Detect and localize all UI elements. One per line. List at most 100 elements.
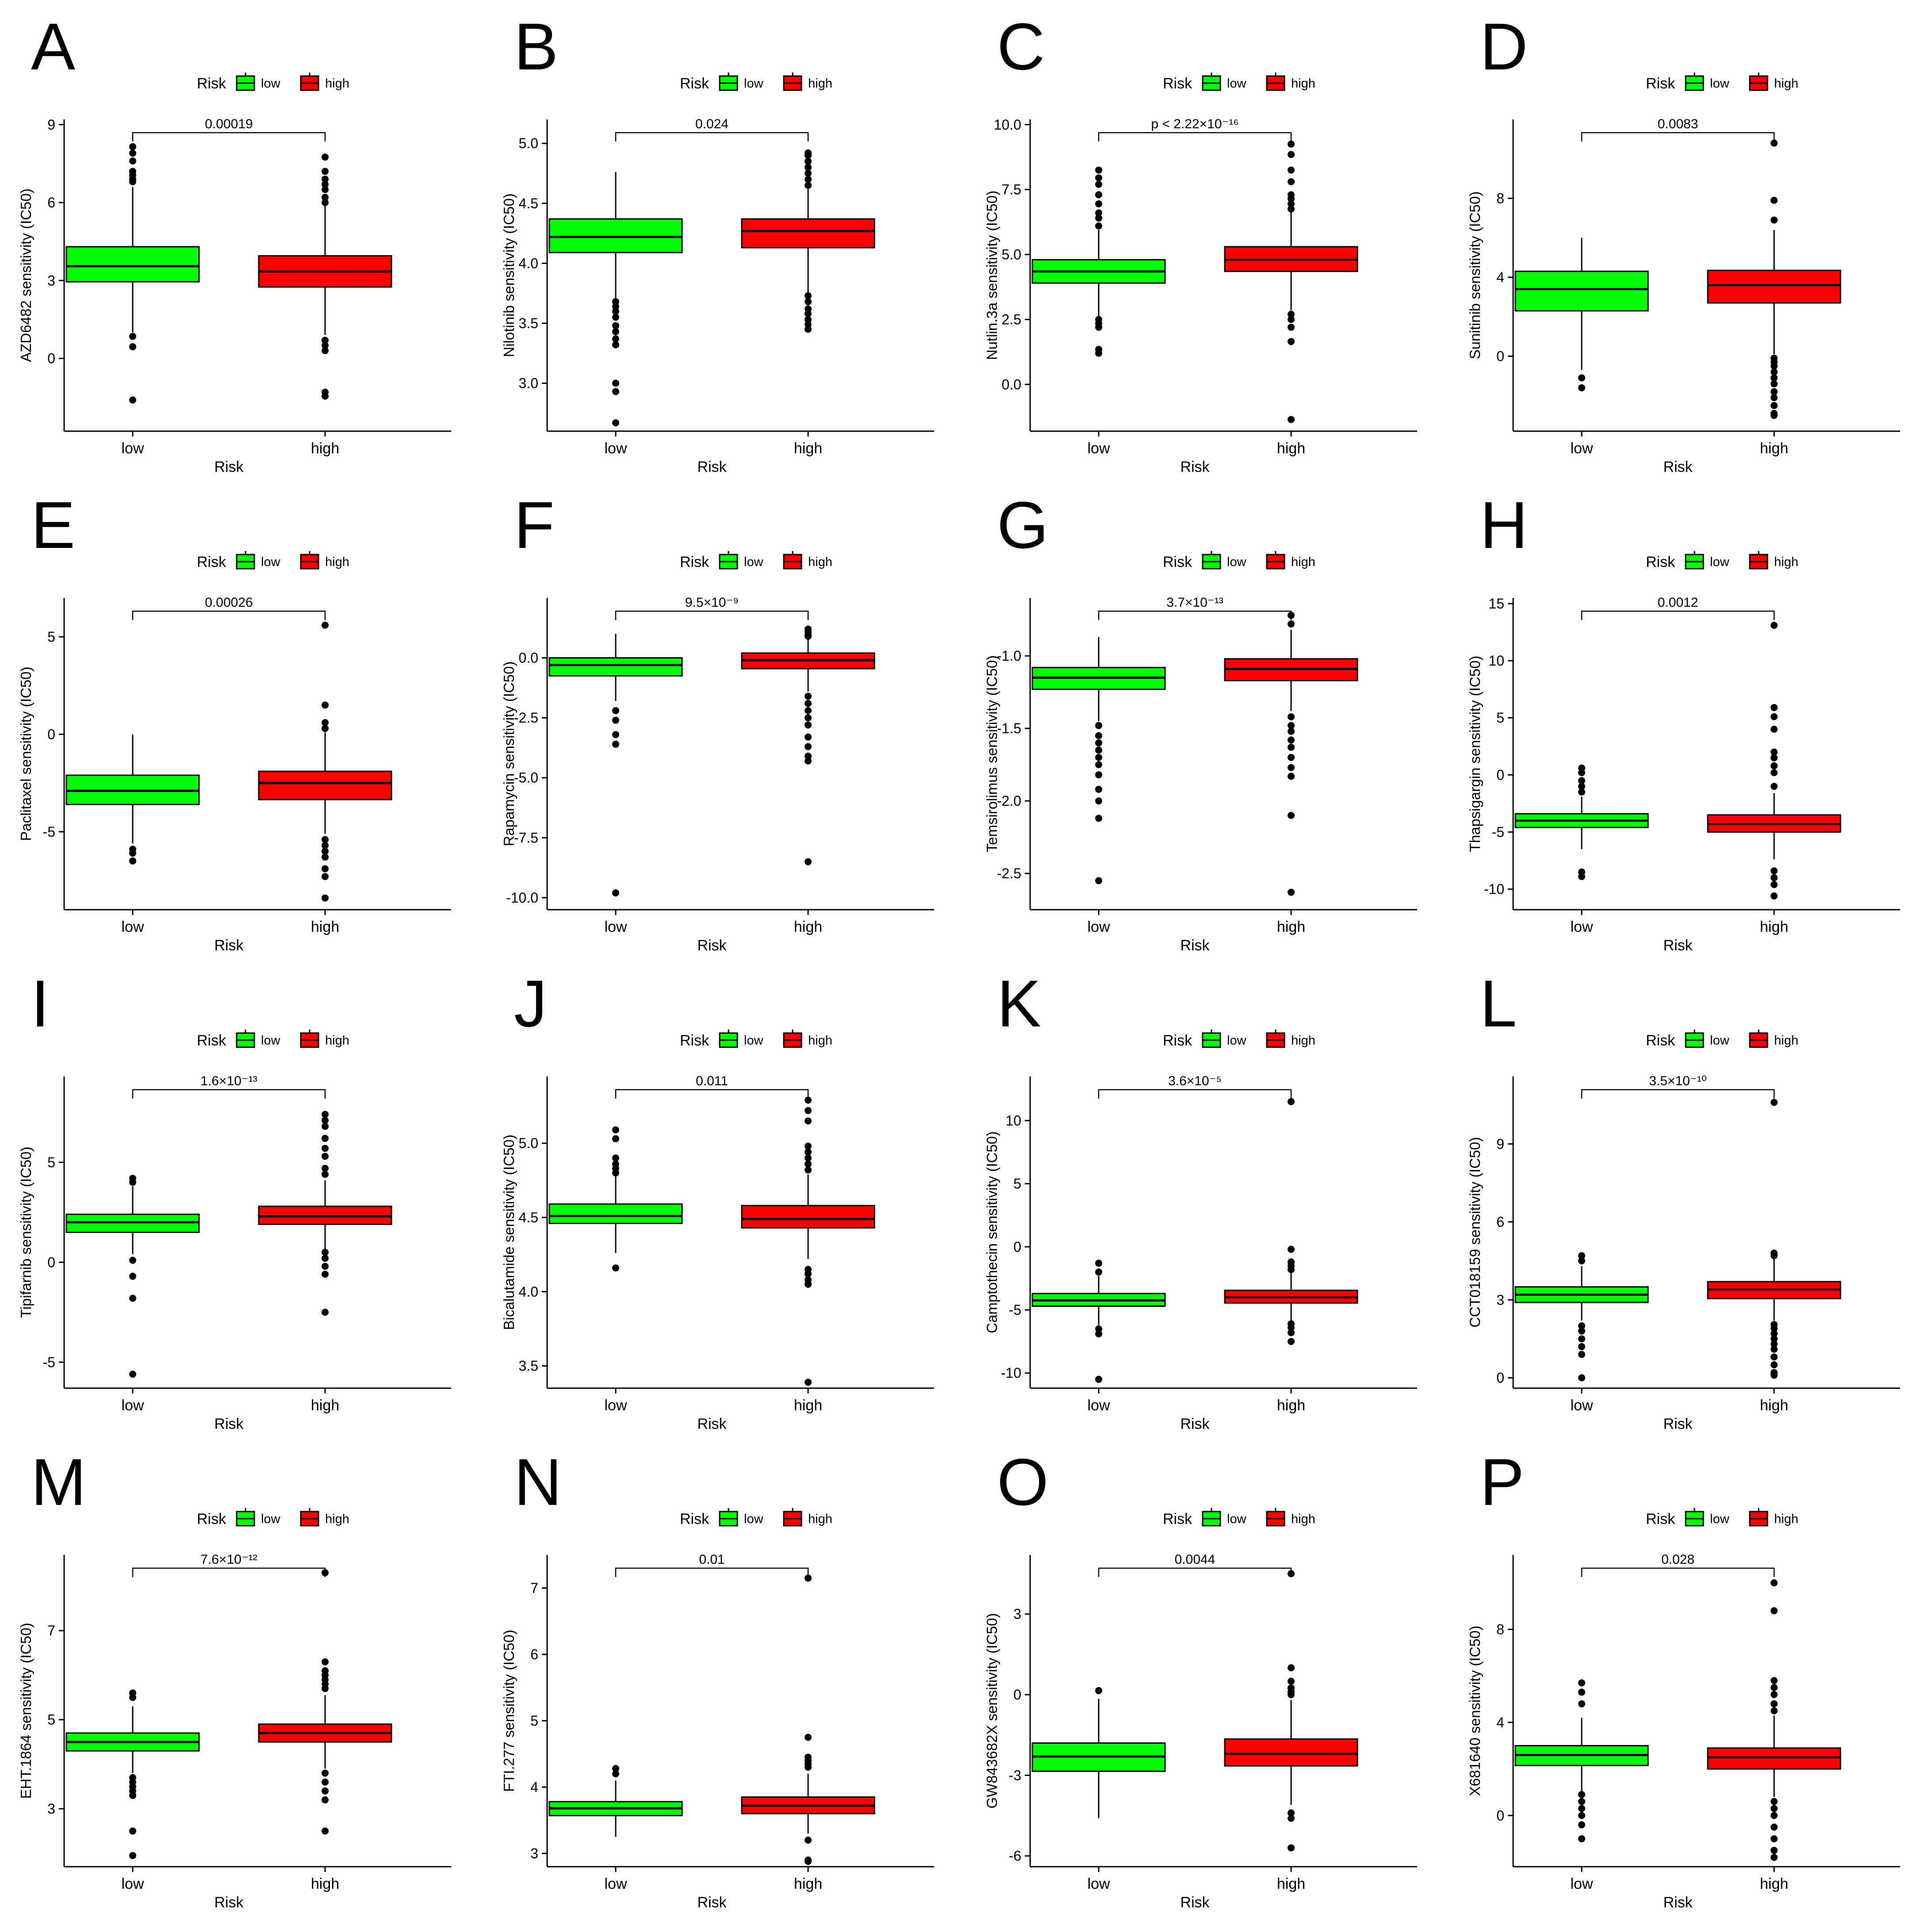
outlier-point bbox=[1288, 764, 1295, 771]
panel-letter: J bbox=[514, 966, 547, 1041]
panel-n: N Risk low high 3 4 5 6 7 FTI.277 sensitivity (IC… bbox=[483, 1436, 966, 1914]
outlier-point bbox=[1578, 1257, 1585, 1265]
outlier-point bbox=[805, 700, 812, 707]
outlier-point bbox=[129, 1294, 136, 1302]
outlier-point bbox=[1288, 743, 1295, 751]
outlier-point bbox=[1578, 1835, 1585, 1842]
x-tick-label-low: low bbox=[604, 919, 627, 935]
outlier-point bbox=[129, 333, 136, 340]
legend: Risk low high bbox=[1163, 1030, 1315, 1049]
box-low bbox=[548, 172, 683, 427]
y-tick-label: 5.0 bbox=[1002, 247, 1021, 263]
outlier-point bbox=[1288, 812, 1295, 819]
legend-title: Risk bbox=[1163, 1032, 1192, 1049]
outlier-point bbox=[129, 343, 136, 351]
outlier-point bbox=[1771, 1607, 1778, 1615]
boxplot-g: Risk low high -2.5 -2.0 -1.5 -1.0Temsirolimus … bbox=[984, 551, 1417, 954]
legend-label-low: low bbox=[1710, 555, 1730, 569]
x-axis-label: Risk bbox=[1663, 459, 1693, 475]
y-axis-label: GW843682X sensitivity (IC50) bbox=[984, 1613, 1000, 1808]
outlier-point bbox=[1288, 1664, 1295, 1672]
legend-label-low: low bbox=[1227, 555, 1247, 569]
boxplot-a: Risk low high 0 3 6 9 AZD6482 sensitivity (IC50… bbox=[18, 73, 451, 475]
outlier-point bbox=[322, 1309, 329, 1316]
legend-label-low: low bbox=[744, 1034, 764, 1048]
outlier-point bbox=[1288, 754, 1295, 761]
outlier-point bbox=[1095, 1687, 1102, 1694]
x-tick-label-low: low bbox=[121, 440, 144, 457]
outlier-point bbox=[1578, 783, 1585, 790]
legend-label-high: high bbox=[1774, 77, 1798, 91]
box-high bbox=[741, 1574, 875, 1865]
outlier-point bbox=[322, 1145, 329, 1152]
y-tick-label: 8 bbox=[1496, 1621, 1504, 1637]
y-tick-label: 4 bbox=[530, 1779, 538, 1795]
outlier-point bbox=[1771, 1691, 1778, 1698]
p-value-label: 3.5×10⁻¹⁰ bbox=[1649, 1074, 1706, 1088]
outlier-point bbox=[612, 379, 619, 387]
x-axis-label: Risk bbox=[1663, 1894, 1693, 1911]
outlier-point bbox=[1095, 771, 1102, 779]
outlier-point bbox=[1771, 704, 1778, 711]
x-tick-label-high: high bbox=[311, 1876, 339, 1892]
outlier-point bbox=[1095, 1325, 1102, 1332]
boxplot-l: Risk low high 0 3 6 9 CCT018159 sensitivity (IC… bbox=[1467, 1030, 1900, 1432]
significance-bracket bbox=[1581, 132, 1775, 142]
outlier-point bbox=[322, 1769, 329, 1777]
outlier-point bbox=[322, 873, 329, 880]
outlier-point bbox=[1771, 1330, 1778, 1337]
outlier-point bbox=[1771, 1324, 1778, 1332]
outlier-point bbox=[322, 1164, 329, 1172]
boxplot-k: Risk low high -10 -5 0 5 10 Camptothecin sensiti… bbox=[984, 1030, 1417, 1432]
x-tick-label-high: high bbox=[1760, 1876, 1788, 1892]
box-high bbox=[1707, 621, 1841, 900]
outlier-point bbox=[805, 743, 812, 750]
box-low bbox=[548, 634, 683, 897]
outlier-point bbox=[1095, 815, 1102, 822]
outlier-point bbox=[129, 1852, 136, 1859]
outlier-point bbox=[612, 1126, 619, 1133]
legend: Risk low high bbox=[680, 1030, 832, 1049]
box-iqr bbox=[741, 1205, 875, 1229]
legend-label-low: low bbox=[1227, 77, 1247, 91]
legend-label-high: high bbox=[325, 555, 349, 569]
y-tick-label: 0 bbox=[1013, 1239, 1021, 1255]
significance-bracket bbox=[615, 610, 809, 620]
x-axis-label: Risk bbox=[697, 459, 727, 475]
y-tick-label: 7 bbox=[47, 1623, 55, 1638]
legend-label-low: low bbox=[261, 1512, 281, 1526]
box-iqr bbox=[741, 218, 875, 249]
outlier-point bbox=[322, 1778, 329, 1786]
box-iqr bbox=[548, 218, 683, 253]
p-value-label: 0.028 bbox=[1661, 1552, 1694, 1567]
y-tick-label: -10 bbox=[1001, 1365, 1021, 1381]
outlier-point bbox=[805, 1858, 812, 1865]
outlier-point bbox=[1288, 200, 1295, 207]
boxplot-f: Risk low high -10.0 -7.5 -5.0 -2.5 0.0Rapamycin… bbox=[501, 551, 934, 954]
boxplot-h: Risk low high -10 -5 0 5 10 15 Thapsigargin sensi… bbox=[1467, 551, 1900, 954]
y-tick-label: 3.0 bbox=[519, 375, 538, 391]
outlier-point bbox=[1288, 1258, 1295, 1266]
outlier-point bbox=[805, 1378, 812, 1386]
p-value-label: p < 2.22×10⁻¹⁶ bbox=[1151, 117, 1238, 131]
outlier-point bbox=[322, 865, 329, 873]
x-tick-label-high: high bbox=[794, 440, 822, 457]
legend: Risk low high bbox=[1163, 551, 1315, 570]
outlier-point bbox=[805, 733, 812, 741]
outlier-point bbox=[322, 392, 329, 400]
box-high bbox=[1224, 1570, 1358, 1852]
y-tick-label: -2.0 bbox=[997, 793, 1021, 809]
outlier-point bbox=[322, 1110, 329, 1118]
outlier-point bbox=[322, 1787, 329, 1795]
outlier-point bbox=[1578, 374, 1585, 382]
legend: Risk low high bbox=[680, 73, 832, 92]
x-tick-label-low: low bbox=[121, 1397, 144, 1414]
y-tick-label: 0 bbox=[1496, 767, 1504, 783]
y-axis-label: Bicalutamide sensitivity (IC50) bbox=[501, 1135, 517, 1330]
y-axis-label: Paclitaxel sensitivity (IC50) bbox=[18, 666, 34, 841]
outlier-point bbox=[1288, 1677, 1295, 1685]
outlier-point bbox=[1095, 761, 1102, 769]
outlier-point bbox=[805, 1148, 812, 1156]
outlier-point bbox=[1095, 324, 1102, 331]
